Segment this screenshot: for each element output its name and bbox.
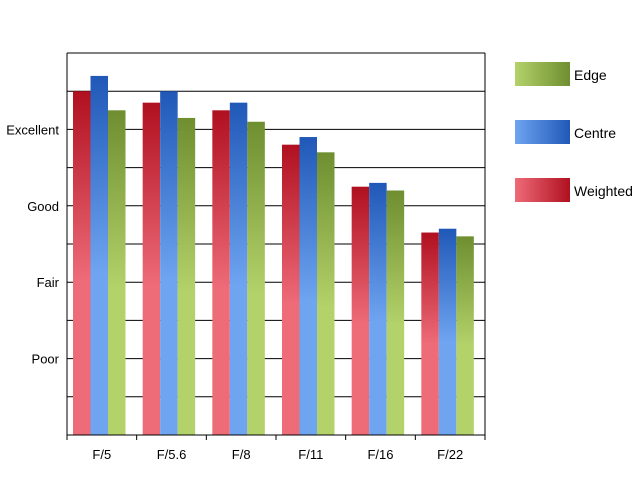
legend-swatch <box>515 178 570 202</box>
bar-centre-2 <box>229 102 248 435</box>
x-tick-label: F/11 <box>298 447 323 462</box>
legend-item-edge: Edge <box>515 62 607 86</box>
bar-edge-1 <box>177 117 196 435</box>
bar-weighted-3 <box>282 144 300 435</box>
bar-weighted-2 <box>212 110 230 436</box>
bar-centre-4 <box>369 182 387 435</box>
bar-edge-4 <box>386 190 405 435</box>
legend-item-centre: Centre <box>515 120 616 144</box>
bar-weighted-4 <box>351 186 370 435</box>
x-tick-label: F/22 <box>437 447 463 462</box>
bar-centre-1 <box>160 91 178 435</box>
bar-weighted-0 <box>73 91 91 435</box>
y-tick-labels: Excellent Good Fair Poor <box>6 122 59 366</box>
bar-edge-0 <box>108 110 126 436</box>
legend-label: Weighted <box>574 183 633 199</box>
y-tick-label: Excellent <box>6 122 59 137</box>
y-tick-label: Good <box>27 199 59 214</box>
bar-weighted-5 <box>421 232 439 435</box>
legend-swatch <box>515 62 570 86</box>
legend-swatch <box>515 120 570 144</box>
bar-edge-2 <box>247 121 265 435</box>
x-tick-label: F/16 <box>367 447 393 462</box>
bar-edge-3 <box>317 152 335 435</box>
bar-centre-0 <box>90 75 108 436</box>
y-tick-label: Poor <box>32 352 60 367</box>
bar-centre-5 <box>438 228 457 435</box>
legend-label: Edge <box>574 67 607 83</box>
legend: Edge Centre Weighted <box>515 62 633 202</box>
bar-centre-3 <box>299 137 317 436</box>
bars <box>73 75 474 436</box>
axes <box>66 52 486 440</box>
x-tick-label: F/8 <box>232 447 251 462</box>
x-tick-label: F/5.6 <box>157 447 187 462</box>
bar-edge-5 <box>456 236 474 435</box>
x-tick-label: F/5 <box>92 447 111 462</box>
y-tick-label: Fair <box>37 275 60 290</box>
bar-weighted-1 <box>142 102 161 435</box>
legend-item-weighted: Weighted <box>515 178 633 202</box>
x-tick-labels: F/5 F/5.6 F/8 F/11 F/16 F/22 <box>92 447 463 462</box>
legend-label: Centre <box>574 125 616 141</box>
